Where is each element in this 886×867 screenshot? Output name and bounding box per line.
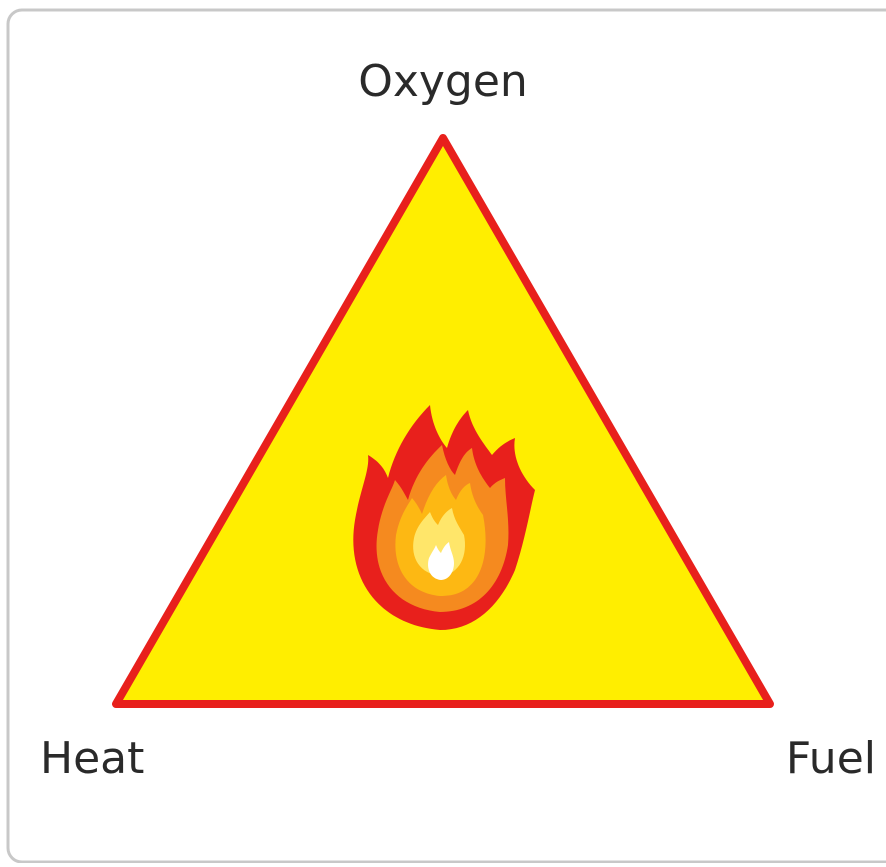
heat-label: Heat: [40, 733, 144, 784]
fuel-label: Fuel: [786, 733, 876, 784]
page: Oxygen Heat Fuel (() => { const data = J…: [0, 0, 886, 863]
oxygen-label: Oxygen: [358, 56, 528, 107]
fire-triangle-diagram: Oxygen Heat Fuel: [0, 0, 886, 863]
